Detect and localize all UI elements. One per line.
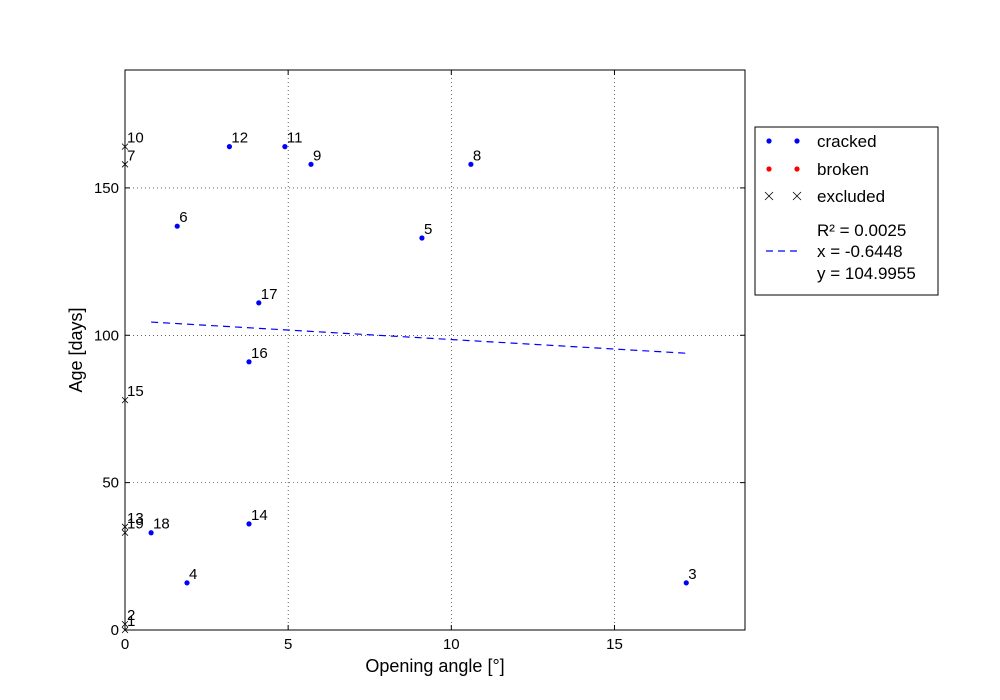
point-label: 1 xyxy=(127,613,135,630)
legend-marker-broken xyxy=(766,166,772,172)
cracked-point xyxy=(282,144,288,150)
fit-line xyxy=(151,321,687,354)
point-label: 19 xyxy=(127,516,144,533)
point-label: 12 xyxy=(231,130,248,147)
y-tick-label: 150 xyxy=(94,180,119,197)
point-label: 13 xyxy=(127,510,144,527)
grid-lines xyxy=(125,70,745,630)
point-label: 6 xyxy=(179,209,187,226)
legend-label-broken: broken xyxy=(817,160,869,179)
cracked-point xyxy=(419,235,425,241)
point-label: 2 xyxy=(127,607,135,624)
cracked-point xyxy=(184,580,190,586)
legend-fit-line-1: x = -0.6448 xyxy=(817,242,903,261)
point-label: 11 xyxy=(287,130,303,147)
x-tick-label: 10 xyxy=(443,636,460,653)
cracked-point xyxy=(174,223,180,229)
cracked-point xyxy=(226,144,233,150)
point-label: 17 xyxy=(261,286,278,303)
cracked-point xyxy=(246,359,252,365)
legend: cracked broken excluded R² = 0.0025 x = -0.6… xyxy=(754,126,939,296)
legend-marker-cracked xyxy=(794,138,800,144)
point-label: 8 xyxy=(473,147,481,164)
legend-marker-cracked xyxy=(766,138,772,144)
y-tick-label: 50 xyxy=(102,475,119,492)
y-tick-label: 100 xyxy=(94,327,119,344)
legend-marker-excluded xyxy=(792,191,802,201)
x-tick-label: 15 xyxy=(606,636,623,653)
point-label: 5 xyxy=(424,221,432,238)
point-label: 15 xyxy=(127,383,144,400)
plot-area-frame xyxy=(124,69,746,631)
x-axis-label: Opening angle [°] xyxy=(365,656,504,676)
legend-marker-excluded xyxy=(764,191,774,201)
legend-box xyxy=(754,126,939,296)
cracked-point xyxy=(148,530,154,536)
point-label: 9 xyxy=(313,147,321,164)
cracked-point xyxy=(468,161,474,167)
cracked-point xyxy=(308,161,314,167)
regression-fit xyxy=(151,321,687,354)
x-tick-label: 0 xyxy=(121,636,129,653)
cracked-point xyxy=(246,521,252,527)
legend-fit-line-2: y = 104.9955 xyxy=(817,264,916,283)
point-label: 16 xyxy=(251,345,268,362)
point-label: 18 xyxy=(153,516,170,533)
legend-label-cracked: cracked xyxy=(817,132,877,151)
point-label: 3 xyxy=(688,566,696,583)
y-tick-label: 0 xyxy=(111,622,119,639)
cracked-point xyxy=(683,580,689,586)
legend-label-excluded: excluded xyxy=(817,187,885,206)
x-tick-label: 5 xyxy=(284,636,292,653)
point-label: 14 xyxy=(251,507,268,524)
legend-fit-line-0: R² = 0.0025 xyxy=(817,221,906,240)
point-label: 7 xyxy=(127,147,135,164)
point-label: 4 xyxy=(189,566,197,583)
point-label: 10 xyxy=(127,130,144,147)
y-axis-label: Age [days] xyxy=(66,307,86,392)
cracked-point xyxy=(256,300,262,306)
legend-marker-broken xyxy=(794,166,800,172)
